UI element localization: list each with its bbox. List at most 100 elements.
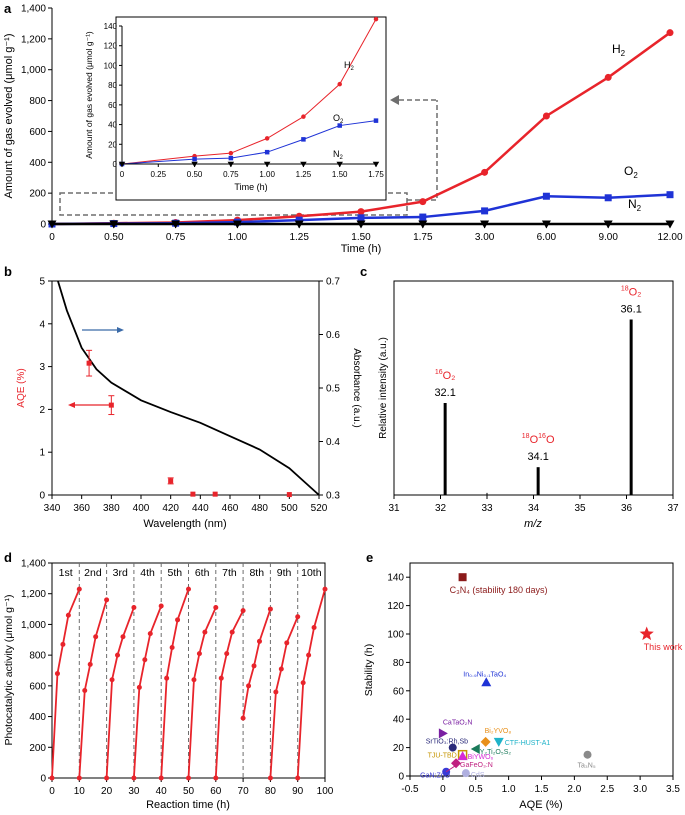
a-point-n2 — [294, 220, 304, 229]
panel-label-c: c — [360, 264, 367, 279]
peak-value-label: 34.1 — [527, 451, 548, 463]
series-label-o2: O2 — [624, 164, 638, 180]
inset-point-n2 — [191, 161, 198, 168]
zoom-connector — [407, 100, 438, 201]
inset-xtick-label: 0.75 — [223, 170, 239, 179]
inset-point-n2 — [372, 161, 380, 168]
e-xtick-label: 0 — [440, 784, 446, 795]
inset-label-o2: O2 — [333, 113, 344, 125]
e-ytick-label: 0 — [398, 772, 404, 783]
panel-d-chart: 0 200 400 600 800 1,000 1,200 1,400 0 10 20 30 40 50… — [3, 559, 334, 812]
panel-e-ylabel: Stability (h) — [363, 644, 375, 697]
peak-value-label: 32.1 — [434, 387, 455, 399]
b-xtick-label: 460 — [222, 503, 239, 514]
inset-xtick-label: 1.50 — [332, 170, 348, 179]
cycle-point — [115, 652, 121, 658]
cycle-line — [214, 610, 244, 779]
a-point-o2 — [542, 192, 550, 200]
inset-point-h2 — [337, 81, 342, 87]
d-ytick-label: 800 — [29, 651, 46, 662]
cycle-label: 9th — [277, 567, 292, 579]
b-ytick-label: 0 — [39, 491, 45, 502]
d-ytick-label: 1,000 — [21, 620, 46, 631]
a-xtick-label: 6.00 — [537, 232, 557, 243]
cycle-point — [60, 641, 66, 647]
aqe-point — [190, 491, 196, 497]
inset-point-o2 — [373, 118, 379, 123]
e-ytick-label: 140 — [387, 573, 404, 584]
b-xtick-label: 340 — [44, 503, 61, 514]
a-point-n2 — [109, 220, 119, 229]
e-ytick-label: 40 — [393, 715, 405, 726]
stability-point-label: BiYWO₆ — [468, 754, 494, 761]
b-xtick-label: 480 — [251, 503, 268, 514]
cycle-point — [322, 586, 328, 592]
inset-xtick-label: 1.75 — [368, 170, 384, 179]
a-point-n2 — [356, 220, 366, 229]
b-xtick-label: 380 — [103, 503, 120, 514]
a-ytick-label: 800 — [29, 96, 46, 107]
e-ytick-label: 20 — [393, 743, 405, 754]
cycle-point — [169, 644, 175, 650]
inset-ytick-label: 140 — [104, 22, 118, 31]
b-y2tick-label: 0.6 — [326, 330, 340, 341]
stability-point-label: Y₂Ti₂O₅S₂ — [480, 749, 512, 756]
stability-point — [458, 573, 467, 582]
a-point-n2 — [232, 220, 242, 229]
cycle-point — [164, 675, 170, 681]
b-xtick-label: 400 — [133, 503, 150, 514]
a-point-o2 — [295, 216, 303, 224]
panel-label-a: a — [4, 1, 12, 16]
absorbance-curve — [57, 280, 320, 496]
cycle-point — [136, 684, 142, 690]
series-label-n2: N2 — [628, 197, 642, 213]
b-y2tick-label: 0.5 — [326, 384, 340, 395]
stability-point-label: CaTaO₂N — [443, 719, 473, 726]
cycle-point — [240, 608, 246, 614]
panel-c-xlabel: m/z — [524, 518, 542, 530]
c-xtick-label: 32 — [435, 503, 447, 514]
b-ytick-label: 1 — [39, 448, 45, 459]
c-xtick-label: 34 — [528, 503, 540, 514]
b-y2tick-label: 0.3 — [326, 491, 340, 502]
cycle-point — [284, 640, 290, 646]
cycle-point — [251, 663, 257, 669]
cycle-label: 2nd — [84, 567, 102, 579]
cycle-point — [256, 638, 262, 644]
a-ytick-label: 1,200 — [21, 34, 46, 45]
cycle-line — [187, 607, 217, 779]
inset-label-h2: H2 — [344, 60, 355, 72]
d-ytick-label: 1,400 — [21, 559, 46, 570]
d-ytick-label: 1,200 — [21, 589, 46, 600]
cycle-point — [104, 775, 110, 781]
inset-ytick-label: 80 — [108, 81, 117, 90]
inset-point-n2 — [227, 161, 235, 168]
inset-ytick-label: 20 — [108, 140, 117, 149]
a-xtick-label: 1.25 — [289, 232, 309, 243]
b-xtick-label: 520 — [311, 503, 328, 514]
cycle-point — [82, 687, 88, 693]
a-point-h2 — [419, 198, 427, 206]
stability-point — [448, 743, 457, 752]
panel-a-inset: 0 20 40 60 80 100 120 140 0 0.25 0.50 0.75 1.00 1.25… — [84, 16, 387, 201]
a-point-n2 — [47, 220, 57, 229]
pointer-line — [445, 762, 460, 773]
aqe-point — [212, 491, 218, 497]
c-xtick-label: 31 — [388, 503, 400, 514]
inset-label-n2: N2 — [333, 149, 344, 161]
panel-b-chart: 0 1 2 3 4 5 0.3 0.4 0.5 0.6 0.7 340 360 380 400 420 44… — [16, 277, 362, 531]
cycle-point — [65, 612, 71, 618]
aqe-point — [86, 360, 92, 366]
b-xtick-label: 440 — [192, 503, 209, 514]
a-point-o2 — [357, 214, 365, 222]
d-xtick-label: 100 — [317, 786, 334, 797]
stability-point-label: GaFeO₃:N — [460, 762, 493, 769]
d-ytick-label: 0 — [40, 774, 46, 785]
a-point-h2 — [604, 73, 612, 81]
cycle-point — [186, 775, 191, 781]
a-xtick-label: 12.00 — [657, 232, 682, 243]
stability-point-label: Bi₂YVO₈ — [485, 728, 512, 735]
cycle-point — [104, 597, 110, 603]
cycle-point — [306, 652, 312, 658]
d-ytick-label: 200 — [29, 743, 46, 754]
